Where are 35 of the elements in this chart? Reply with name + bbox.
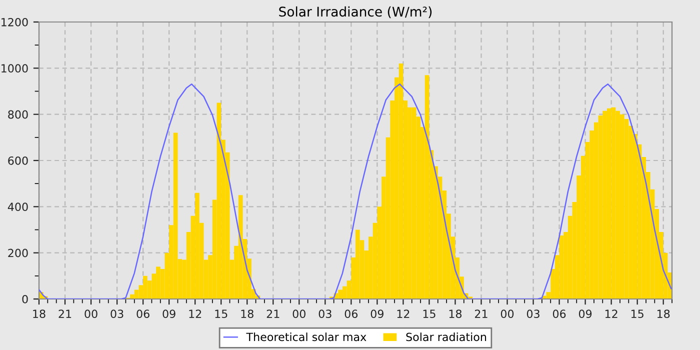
y-tick-label: 600 — [8, 156, 28, 165]
legend-label: Solar radiation — [406, 332, 486, 342]
y-tick-label: 400 — [8, 202, 28, 212]
y-tick-label: 800 — [8, 110, 28, 119]
y-tick-label: 1200 — [2, 18, 28, 26]
x-tick-label: 00 — [500, 310, 514, 318]
x-tick-label: 06 — [552, 310, 566, 318]
chart-title: Solar Irradiance (W/m²) — [279, 6, 432, 18]
x-tick-label: 00 — [292, 310, 306, 318]
x-tick-label: 21 — [474, 310, 488, 318]
y-tick-label: 0 — [22, 294, 28, 304]
x-tick-label: 15 — [215, 310, 228, 318]
y-tick-label: 1000 — [2, 64, 28, 73]
x-tick-label: 06 — [136, 310, 150, 318]
x-tick-label: 00 — [84, 310, 98, 318]
x-tick-label: 09 — [370, 310, 384, 318]
x-tick-label: 03 — [526, 310, 540, 318]
x-tick-label: 06 — [344, 310, 358, 318]
x-tick-label: 12 — [605, 310, 618, 318]
x-tick-label: 15 — [423, 310, 436, 318]
x-tick-label: 03 — [110, 310, 124, 318]
x-tick-label: 21 — [58, 310, 72, 318]
x-tick-label: 12 — [397, 310, 410, 318]
x-tick-label: 09 — [578, 310, 592, 318]
x-tick-label: 03 — [318, 310, 332, 318]
x-tick-label: 15 — [631, 310, 644, 318]
legend-label: Theoretical solar max — [246, 332, 366, 342]
x-tick-label: 12 — [189, 310, 202, 318]
x-tick-label: 09 — [162, 310, 176, 318]
x-tick-label: 18 — [657, 310, 670, 318]
x-tick-label: 21 — [266, 310, 280, 318]
x-tick-label: 18 — [241, 310, 254, 318]
y-tick-label: 200 — [8, 248, 28, 258]
x-tick-label: 18 — [449, 310, 462, 318]
x-tick-label: 18 — [33, 310, 46, 318]
